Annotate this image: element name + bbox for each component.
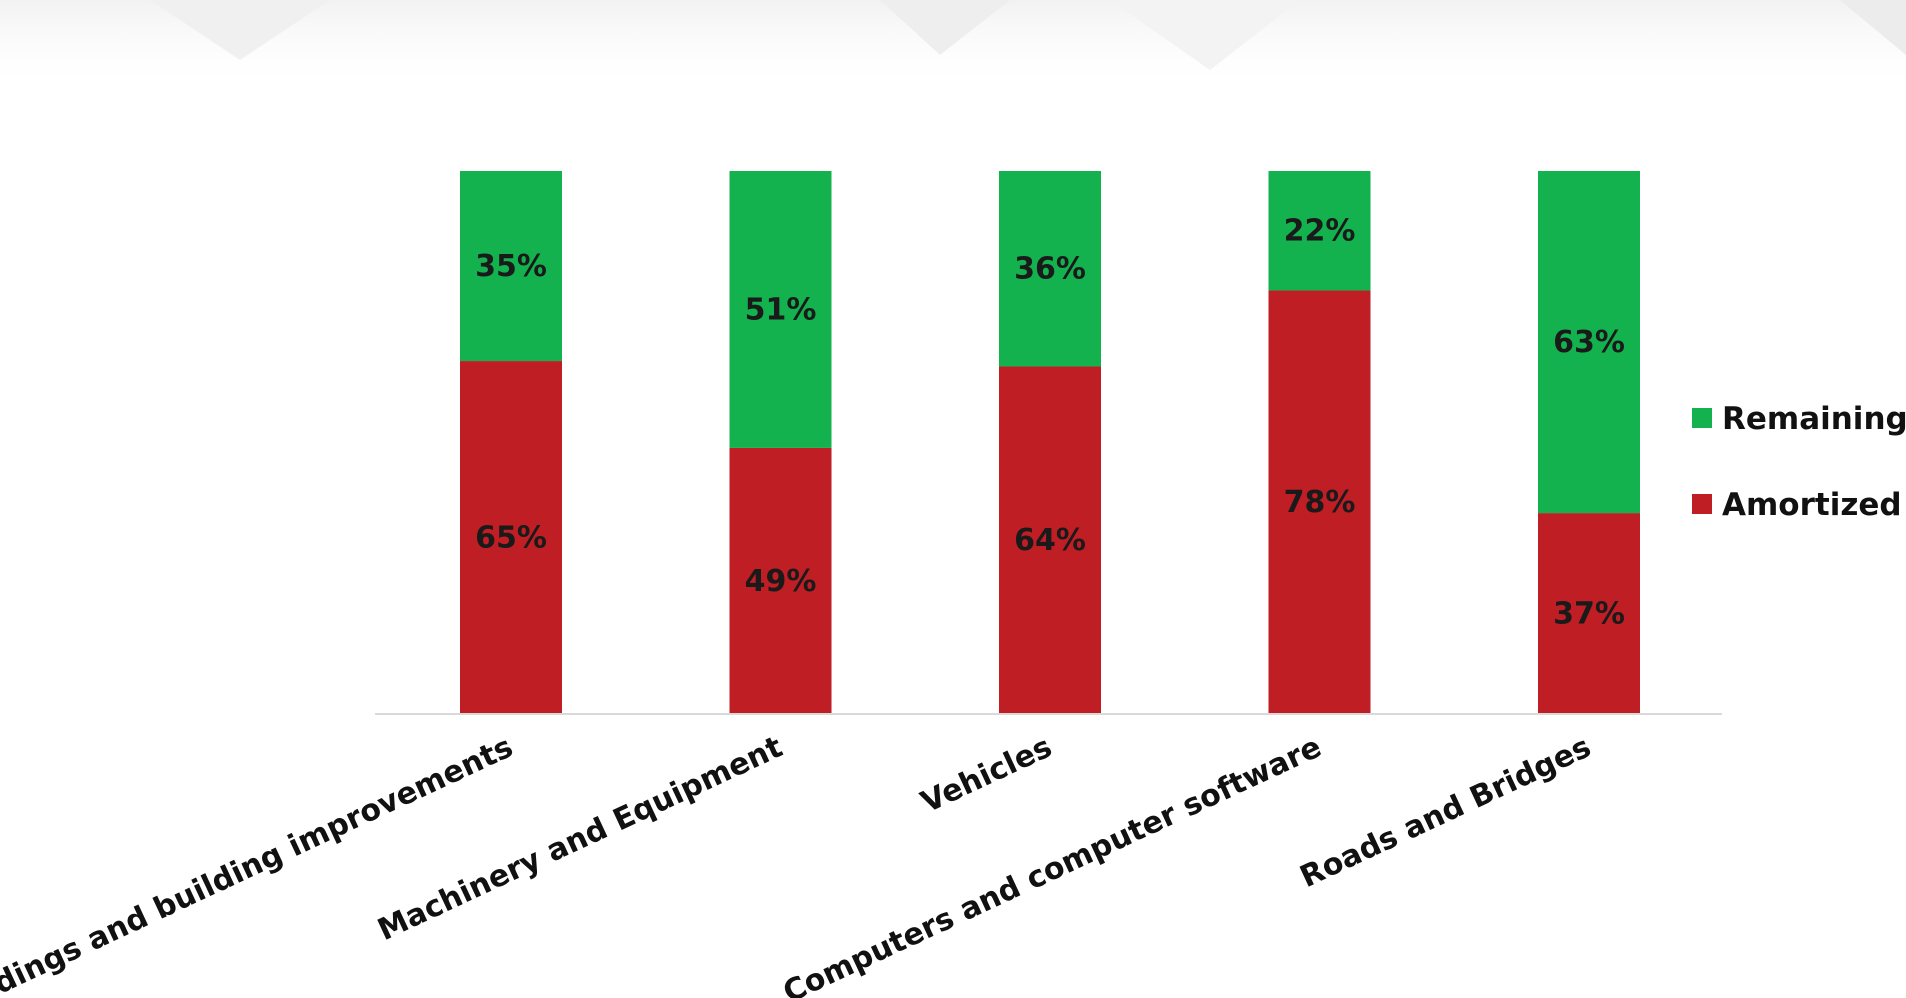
data-label-amortized-5: 37%: [1553, 597, 1625, 632]
data-label-remaining-3: 36%: [1014, 252, 1086, 287]
bar-amortized-4: [1268, 290, 1371, 714]
data-label-remaining-4: 22%: [1284, 214, 1356, 249]
legend-label-remaining: Remaining: [1722, 401, 1906, 437]
x-axis-tick-labels: Buildings and building improvementsMachi…: [0, 730, 1596, 998]
bar-remaining-1: [460, 171, 562, 362]
bar-remaining-3: [999, 171, 1101, 367]
bar-remaining-2: [729, 171, 832, 448]
bar-remaining-4: [1268, 171, 1371, 291]
x-tick-label-1: Buildings and building improvements: [0, 730, 518, 998]
background-decoration: [0, 0, 1906, 90]
x-tick-label-5: Roads and Bridges: [1295, 730, 1597, 895]
bar-amortized-5: [1538, 513, 1640, 714]
data-label-amortized-2: 49%: [745, 564, 817, 599]
data-label-amortized-4: 78%: [1284, 485, 1356, 520]
data-label-remaining-2: 51%: [745, 292, 817, 327]
data-label-amortized-3: 64%: [1014, 523, 1086, 558]
legend: Remaining Amortized: [1692, 401, 1906, 523]
legend-label-amortized: Amortized: [1722, 487, 1902, 523]
data-label-remaining-5: 63%: [1553, 325, 1625, 360]
data-label-remaining-1: 35%: [475, 249, 547, 284]
bar-amortized-3: [999, 366, 1101, 714]
x-tick-label-3: Vehicles: [916, 730, 1058, 821]
x-tick-label-4: Computers and computer software: [778, 730, 1327, 998]
legend-swatch-amortized: [1692, 494, 1712, 514]
bar-amortized-2: [729, 447, 832, 714]
bar-remaining-5: [1538, 171, 1640, 514]
bar-amortized-1: [460, 361, 562, 714]
plot-area: 65% 35% 49% 51% 64% 36% 78% 22% 37% 63%: [460, 171, 1640, 714]
legend-swatch-remaining: [1692, 408, 1712, 428]
data-label-amortized-1: 65%: [475, 521, 547, 556]
